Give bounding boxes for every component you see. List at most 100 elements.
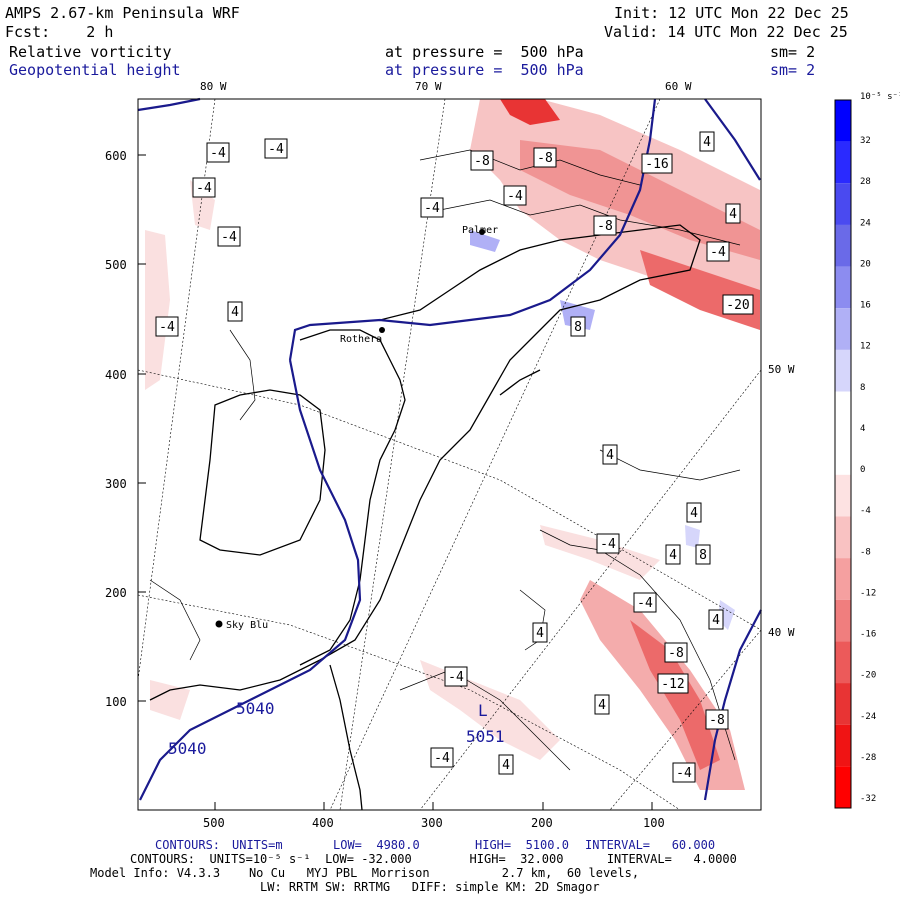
height-contour-e <box>703 609 762 801</box>
colorbar-swatch <box>835 558 851 600</box>
init-time: Init: 12 UTC Mon 22 Dec 25 <box>614 4 849 22</box>
height-contours <box>137 97 762 801</box>
coastline <box>149 224 701 811</box>
colorbar-swatch <box>835 141 851 184</box>
contour-label: 4 <box>703 135 711 150</box>
colorbar-label: 32 <box>860 136 871 146</box>
field2-name: Geopotential height <box>9 61 181 79</box>
x-tick-300: 300 <box>421 816 443 830</box>
y-tick-500: 500 <box>105 258 127 272</box>
station-skyblu-marker <box>215 620 223 628</box>
shade-west-a <box>145 230 170 390</box>
vort-contour-4 <box>399 669 571 771</box>
x-tick-500: 500 <box>203 816 225 830</box>
contour-label: -4 <box>221 230 237 245</box>
field1-smooth: sm= 2 <box>770 43 816 61</box>
colorbar-swatch <box>835 183 851 225</box>
shade-blue-b <box>470 230 500 252</box>
vort-contour-7 <box>149 579 201 661</box>
height-label-3: 5051 <box>466 727 505 746</box>
forecast-hour: Fcst: 2 h <box>5 23 114 41</box>
contour-label-box <box>206 142 230 163</box>
footer-c1-low: LOW= 4980.0 <box>333 838 420 852</box>
contour-label: -4 <box>637 596 653 611</box>
contour-label-box <box>503 185 527 206</box>
contour-label-box <box>705 709 729 730</box>
contour-label-box <box>264 138 288 159</box>
colorbar-swatch <box>835 766 851 808</box>
x-tick-400: 400 <box>312 816 334 830</box>
contour-label-box <box>594 694 610 715</box>
shade-band-mid <box>520 140 760 260</box>
colorbar-swatch <box>835 516 851 559</box>
contour-label: -16 <box>645 157 668 172</box>
height-contour-a <box>137 97 201 112</box>
field1-level: at pressure = 500 hPa <box>385 43 584 61</box>
colorbar-unit: 10⁻⁵ s⁻¹ <box>860 92 900 102</box>
model-title: AMPS 2.67-km Peninsula WRF <box>5 4 240 22</box>
alexander-island <box>199 389 326 556</box>
colorbar-label: 12 <box>860 342 871 352</box>
contour-label: -4 <box>210 146 226 161</box>
contour-label: -4 <box>159 320 175 335</box>
contour-label: -4 <box>600 537 616 552</box>
coast-east <box>499 369 541 396</box>
contour-label: -8 <box>474 154 490 169</box>
height-contour-c <box>139 359 362 801</box>
colorbar-label: -32 <box>860 794 876 804</box>
contour-label-box <box>686 502 702 523</box>
contour-label: 8 <box>699 548 707 563</box>
colorbar-swatch <box>835 391 851 434</box>
field2-level: at pressure = 500 hPa <box>385 61 584 79</box>
contour-label: 4 <box>712 613 720 628</box>
peninsula-coast <box>149 224 701 701</box>
contour-label-box <box>217 226 241 247</box>
colorbar-swatch <box>835 433 851 475</box>
colorbar-label: 16 <box>860 301 871 311</box>
contour-label-box <box>633 592 657 613</box>
colorbar-label: 4 <box>860 424 865 434</box>
stations: Palmer Rothera Sky Blu <box>215 225 498 631</box>
contour-label-box <box>533 147 557 168</box>
contour-label: -4 <box>448 670 464 685</box>
valid-time: Valid: 14 UTC Mon 22 Dec 25 <box>604 23 848 41</box>
contour-label: -4 <box>434 751 450 766</box>
axis-labels: 600 500 400 300 200 100 500 400 300 200 … <box>105 80 795 830</box>
x-tick-200: 200 <box>531 816 553 830</box>
colorbar-label: -20 <box>860 671 876 681</box>
lon-label-40w: 40 W <box>768 626 795 639</box>
vort-contour-6 <box>599 449 741 481</box>
footer-info1: Model Info: V4.3.3 No Cu MYJ PBL Morriso… <box>90 866 640 880</box>
colorbar-frame <box>834 99 852 809</box>
footer-info2: LW: RRTM SW: RRTMG DIFF: simple KM: 2D S… <box>260 880 600 894</box>
height-label-1: 5040 <box>236 699 275 718</box>
field2-smooth: sm= 2 <box>770 61 816 79</box>
station-palmer-marker <box>479 229 485 235</box>
contour-label: 4 <box>690 506 698 521</box>
colorbar-swatch <box>835 266 851 309</box>
colorbar-label: 24 <box>860 218 871 228</box>
map-frame <box>137 98 762 811</box>
colorbar-swatch <box>835 349 851 392</box>
parallel-b <box>137 594 681 811</box>
vort-contour-2 <box>439 199 741 246</box>
ice-shelf-west <box>299 329 406 666</box>
contour-label: -4 <box>196 181 212 196</box>
contour-label-box <box>570 316 586 337</box>
station-sky-blu: Sky Blu <box>226 620 268 631</box>
y-tick-600: 600 <box>105 149 127 163</box>
footer-c1-label: CONTOURS: <box>155 838 221 852</box>
meridian-60w <box>329 98 661 811</box>
coast-spur <box>329 664 363 811</box>
contour-label: -4 <box>676 766 692 781</box>
contour-label-box <box>641 153 673 174</box>
colorbar-swatch <box>835 724 851 767</box>
contour-label-box <box>532 622 548 643</box>
contour-label-box <box>664 642 688 663</box>
contour-label: 4 <box>606 448 614 463</box>
contour-label-box <box>470 150 494 171</box>
shade-blue-d <box>685 525 700 548</box>
shade-sw-a <box>150 680 190 720</box>
contour-labels: -4 -4 -4 -4 -4 4 -4 -8 -8 -16 4 4 -4 -8 -4 -20 8 4 4 4 8 -4 -4… <box>155 131 754 783</box>
low-marker: L <box>478 701 488 720</box>
